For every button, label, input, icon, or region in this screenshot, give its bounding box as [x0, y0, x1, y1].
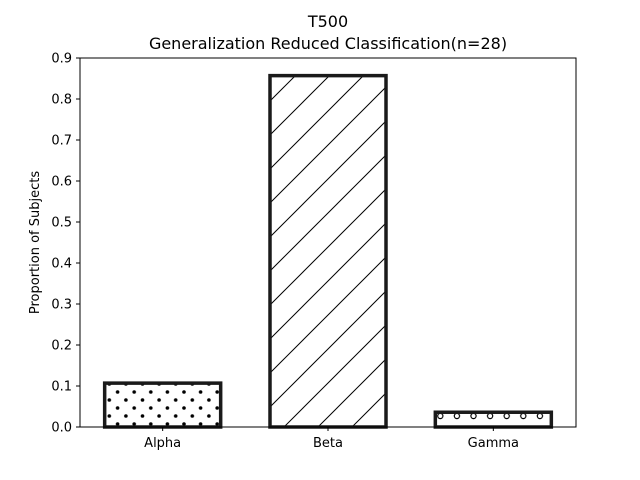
plot-area: 0.0 0.1 0.2 0.3 0.4 0.5 0.6 0.7 0.8 0.9 Alpha Beta G… [51, 52, 554, 451]
x-tick-label-gamma: Gamma [468, 436, 519, 451]
x-tick-label-alpha: Alpha [144, 436, 181, 451]
y-tick-label: 0.1 [51, 380, 72, 395]
bar-hatch-alpha [104, 383, 221, 427]
bar-hatch-gamma [435, 412, 552, 427]
y-axis-label: Proportion of Subjects [28, 171, 43, 314]
y-tick-label: 0.8 [51, 93, 72, 108]
y-tick-label: 0.4 [51, 257, 72, 272]
y-tick-label: 0.0 [51, 421, 72, 436]
chart-title: T500 [307, 12, 348, 31]
y-tick-label: 0.6 [51, 175, 72, 190]
chart-subtitle: Generalization Reduced Classification(n=… [149, 34, 507, 53]
y-tick-label: 0.2 [51, 339, 72, 354]
y-tick-label: 0.5 [51, 216, 72, 231]
x-tick-label-beta: Beta [313, 436, 343, 451]
y-tick-label: 0.3 [51, 298, 72, 313]
bar-hatch-beta [270, 75, 386, 427]
y-tick-label: 0.7 [51, 134, 72, 149]
axes-frame [79, 57, 577, 428]
y-tick-label: 0.9 [51, 52, 72, 67]
